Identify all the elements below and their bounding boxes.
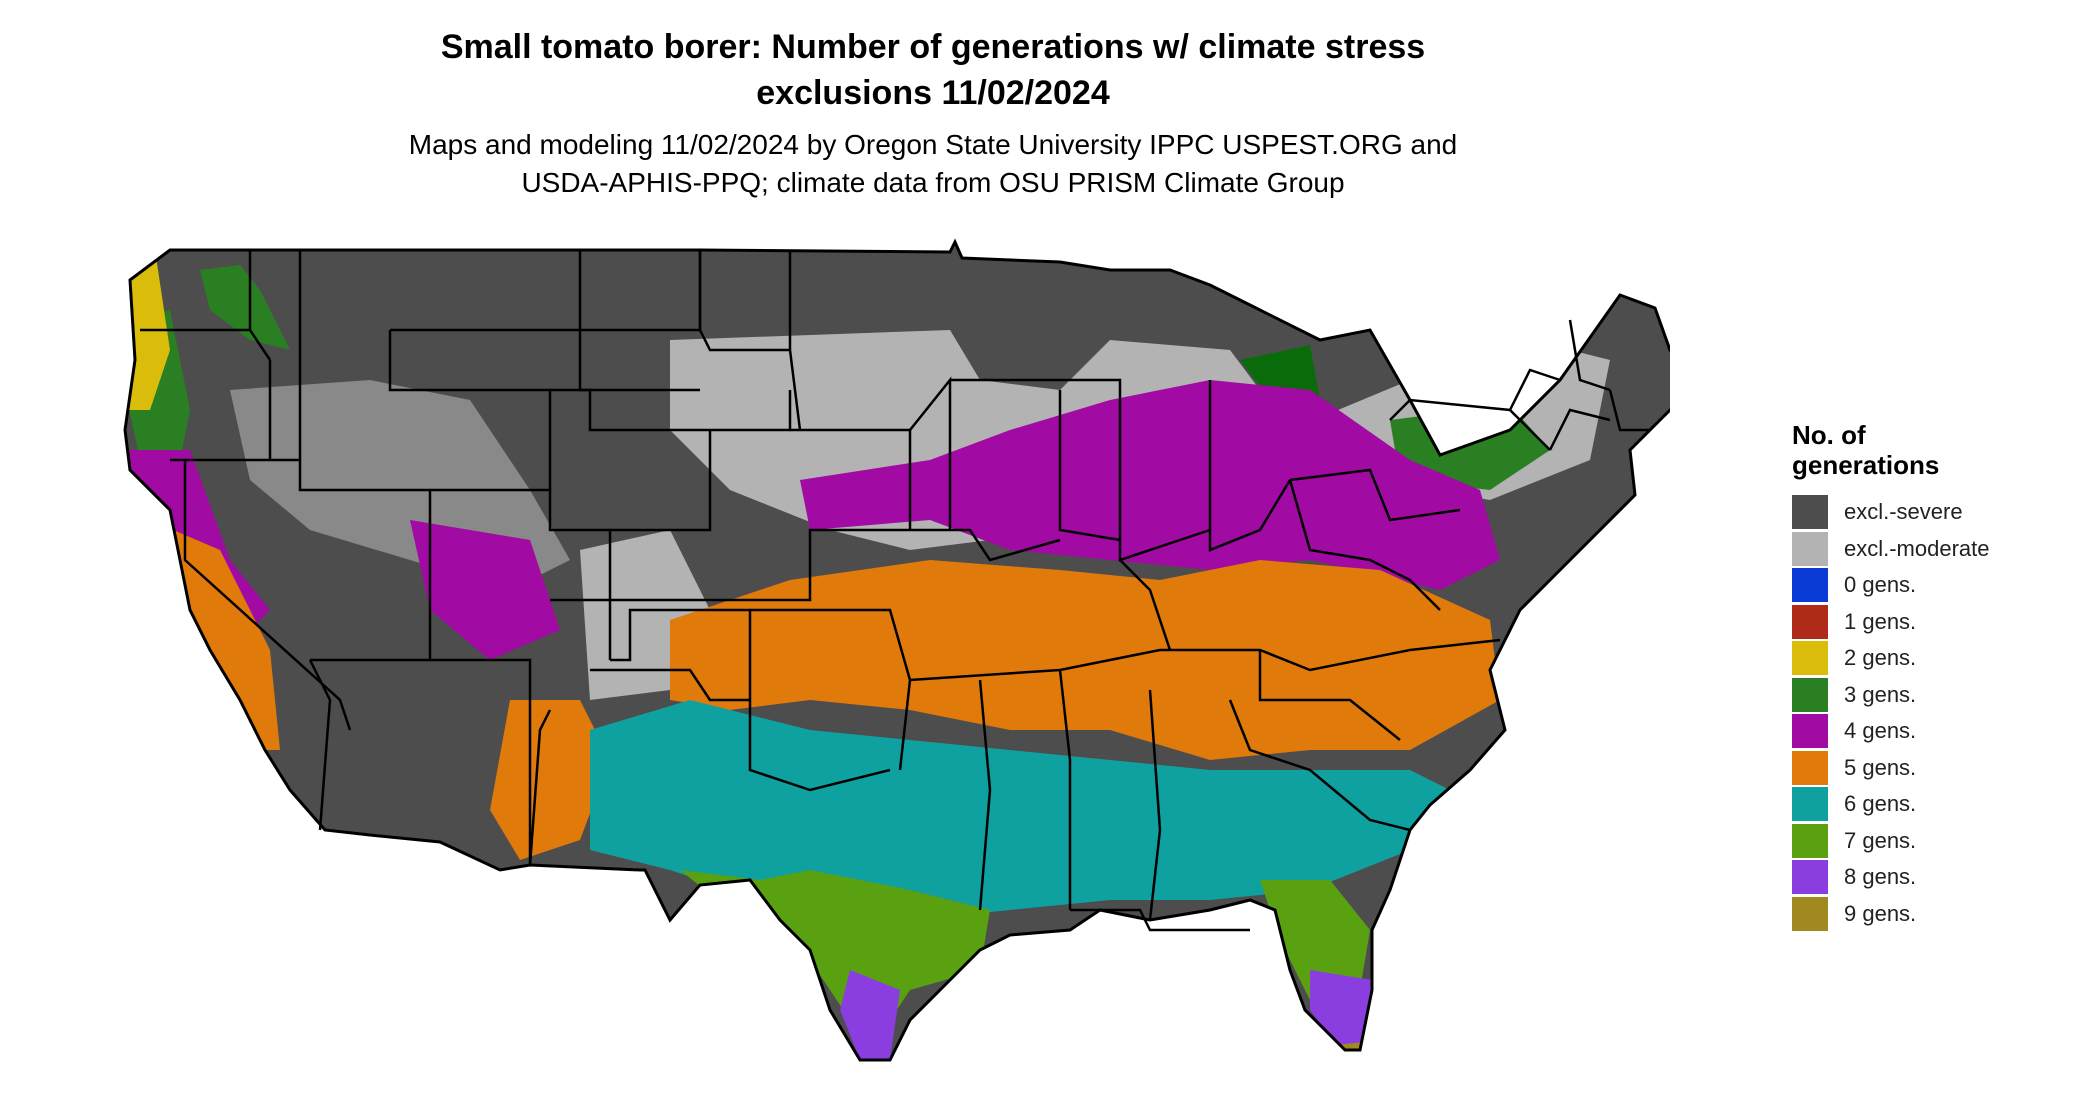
legend-item: 1 gens. xyxy=(1792,604,1990,641)
legend-label: 6 gens. xyxy=(1844,791,1917,817)
legend-item: 4 gens. xyxy=(1792,713,1990,750)
legend-items: excl.-severe excl.-moderate 0 gens. 1 gens.… xyxy=(1792,494,1990,932)
legend-swatch xyxy=(1792,750,1828,785)
map-subtitle-line1: Maps and modeling 11/02/2024 by Oregon S… xyxy=(408,129,1458,160)
generation-zones xyxy=(125,242,1670,1060)
legend-item: 3 gens. xyxy=(1792,677,1990,714)
legend-swatch xyxy=(1792,568,1828,603)
legend-label: 2 gens. xyxy=(1844,645,1917,671)
legend-item: 9 gens. xyxy=(1792,896,1990,933)
legend-item: 0 gens. xyxy=(1792,567,1990,604)
legend-swatch xyxy=(1792,823,1828,858)
legend-item: 8 gens. xyxy=(1792,859,1990,896)
legend-swatch xyxy=(1792,860,1828,895)
legend-swatch xyxy=(1792,714,1828,749)
map-legend: No. of generations excl.-severe excl.-mod… xyxy=(1792,420,1990,932)
legend-title-line2: generations xyxy=(1792,450,1940,480)
legend-swatch xyxy=(1792,896,1828,931)
map-subtitle: Maps and modeling 11/02/2024 by Oregon S… xyxy=(0,126,1866,202)
legend-swatch xyxy=(1792,531,1828,566)
legend-label: excl.-severe xyxy=(1844,499,1963,525)
us-outline xyxy=(123,238,1670,1062)
legend-swatch xyxy=(1792,495,1828,530)
legend-item: 7 gens. xyxy=(1792,823,1990,860)
map-title-line1: Small tomato borer: Number of generation… xyxy=(440,28,1426,66)
map-title-line2: exclusions 11/02/2024 xyxy=(756,74,1110,112)
legend-label: 3 gens. xyxy=(1844,681,1917,707)
legend-label: 0 gens. xyxy=(1844,572,1917,598)
legend-item: excl.-moderate xyxy=(1792,531,1990,568)
legend-item: excl.-severe xyxy=(1792,494,1990,531)
legend-item: 6 gens. xyxy=(1792,786,1990,823)
legend-swatch xyxy=(1792,677,1828,712)
legend-title: No. of generations xyxy=(1792,420,1990,480)
us-generations-map xyxy=(123,238,1670,1062)
legend-label: 9 gens. xyxy=(1844,900,1917,926)
map-subtitle-line2: USDA-APHIS-PPQ; climate data from OSU PR… xyxy=(521,167,1345,198)
legend-item: 5 gens. xyxy=(1792,750,1990,787)
legend-label: 7 gens. xyxy=(1844,827,1917,853)
legend-label: 4 gens. xyxy=(1844,718,1917,744)
legend-label: 5 gens. xyxy=(1844,754,1917,780)
legend-title-line1: No. of xyxy=(1792,420,1866,450)
state-boundaries xyxy=(140,250,1650,932)
legend-swatch xyxy=(1792,604,1828,639)
legend-item: 2 gens. xyxy=(1792,640,1990,677)
legend-swatch xyxy=(1792,641,1828,676)
map-title: Small tomato borer: Number of generation… xyxy=(0,24,1866,116)
legend-label: 1 gens. xyxy=(1844,608,1917,634)
legend-label: 8 gens. xyxy=(1844,864,1917,890)
legend-label: excl.-moderate xyxy=(1844,535,1990,561)
legend-swatch xyxy=(1792,787,1828,822)
